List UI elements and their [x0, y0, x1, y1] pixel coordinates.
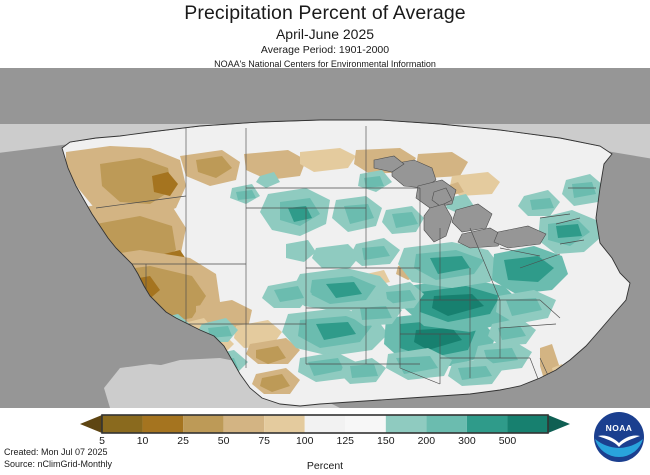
colorbar-band-6	[345, 415, 386, 433]
colorbar	[80, 414, 570, 434]
colorbar-bands	[102, 415, 548, 433]
colorbar-tick-25: 25	[177, 435, 189, 447]
noaa-logo-svg: NOAA	[594, 412, 644, 462]
colorbar-tick-100: 100	[295, 435, 314, 447]
colorbar-frame	[101, 414, 549, 434]
noaa-logo-wave	[595, 439, 643, 457]
colorbar-tick-300: 300	[458, 435, 476, 447]
colorbar-arrow-low	[80, 415, 102, 433]
title-period: April-June 2025	[275, 26, 375, 42]
colorbar-tick-200: 200	[417, 435, 436, 447]
conus-outline	[61, 119, 631, 407]
colorbar-tick-labels: 5 10 25 50 75 100 125 150 200 300 500	[80, 435, 570, 449]
colorbar-tick-50: 50	[217, 435, 230, 447]
credit-created: Created: Mon Jul 07 2025	[4, 447, 108, 457]
colorbar-band-8	[426, 415, 467, 433]
legend: 5 10 25 50 75 100 125 150 200 300 500 Percent	[0, 408, 650, 475]
colorbar-band-1	[142, 415, 184, 433]
map-panel	[0, 68, 650, 408]
credits: Created: Mon Jul 07 2025 Source: nClimGr…	[4, 446, 112, 470]
colorbar-band-2	[183, 415, 224, 433]
colorbar-tick-500: 500	[498, 435, 517, 447]
colorbar-tick-125: 125	[336, 435, 355, 447]
noaa-logo-text: NOAA	[606, 423, 633, 433]
mexico-land-west	[104, 364, 200, 408]
noaa-logo: NOAA	[592, 410, 646, 464]
colorbar-band-4	[264, 415, 305, 433]
colorbar-tick-10: 10	[136, 435, 149, 447]
colorbar-band-9	[466, 415, 508, 433]
legend-caption: Percent	[306, 460, 344, 472]
colorbar-band-10	[507, 415, 548, 433]
great-lakes	[373, 155, 547, 249]
title-average-period: Average Period: 1901-2000	[260, 44, 390, 56]
credit-source: Source: nClimGrid-Monthly	[4, 459, 113, 469]
colorbar-band-3	[223, 415, 265, 433]
header: Precipitation Percent of Average April-J…	[0, 0, 650, 69]
precipitation-map	[0, 68, 650, 408]
colorbar-band-7	[385, 415, 427, 433]
colorbar-tick-5: 5	[99, 435, 105, 447]
colorbar-band-5	[304, 415, 346, 433]
colorbar-arrow-high	[548, 415, 570, 433]
colorbar-band-0	[102, 415, 143, 433]
colorbar-tick-75: 75	[258, 435, 271, 447]
page-title: Precipitation Percent of Average	[184, 2, 466, 24]
title-agency: NOAA's National Centers for Environmenta…	[214, 59, 436, 69]
colorbar-svg	[80, 414, 570, 434]
colorbar-tick-150: 150	[377, 435, 395, 447]
noaa-logo-seagull	[598, 435, 640, 447]
